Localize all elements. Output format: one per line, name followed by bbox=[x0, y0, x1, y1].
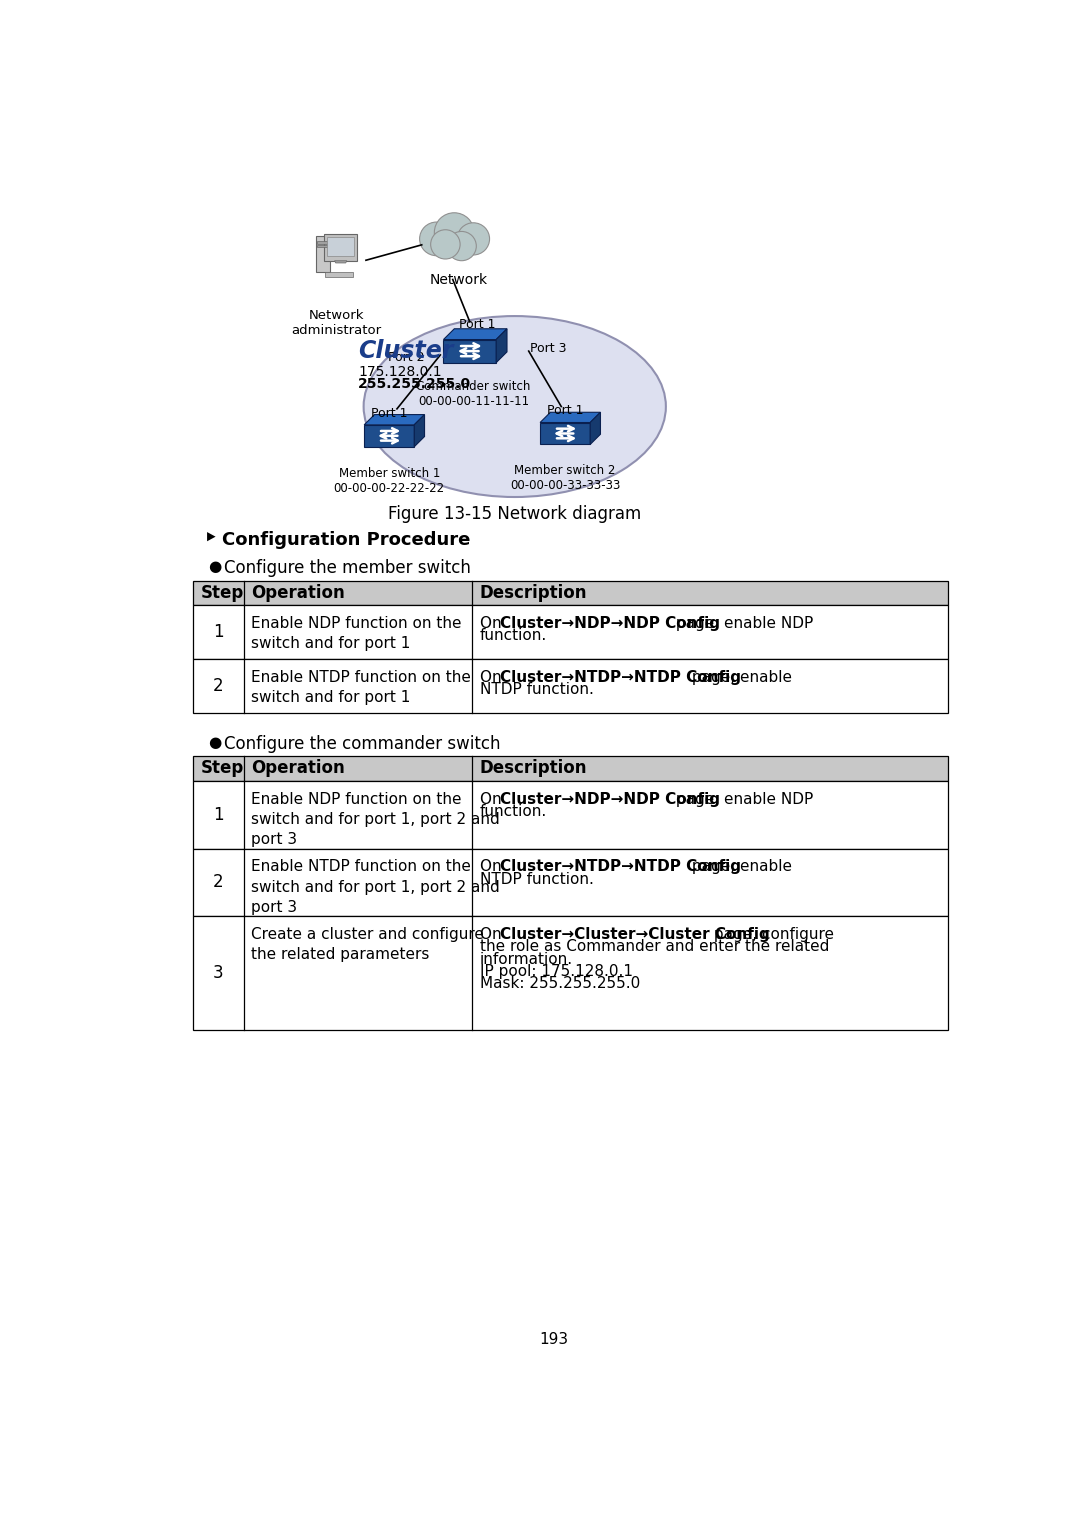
FancyBboxPatch shape bbox=[193, 916, 948, 1031]
Text: Configure the member switch: Configure the member switch bbox=[225, 559, 471, 577]
FancyBboxPatch shape bbox=[324, 235, 357, 261]
Polygon shape bbox=[335, 261, 347, 263]
FancyBboxPatch shape bbox=[193, 605, 948, 660]
Text: On: On bbox=[480, 670, 507, 686]
Circle shape bbox=[431, 229, 460, 260]
Text: 2: 2 bbox=[213, 676, 224, 695]
Text: Cluster→NTDP→NTDP Config: Cluster→NTDP→NTDP Config bbox=[500, 860, 741, 875]
Polygon shape bbox=[496, 328, 507, 362]
FancyBboxPatch shape bbox=[316, 244, 328, 247]
FancyBboxPatch shape bbox=[193, 580, 948, 605]
Text: IP pool: 175.128.0.1: IP pool: 175.128.0.1 bbox=[480, 964, 633, 979]
Text: Enable NTDP function on the
switch and for port 1, port 2 and
port 3: Enable NTDP function on the switch and f… bbox=[252, 860, 500, 915]
Text: Description: Description bbox=[480, 759, 588, 777]
Text: Create a cluster and configure
the related parameters: Create a cluster and configure the relat… bbox=[252, 927, 484, 962]
FancyBboxPatch shape bbox=[193, 849, 948, 916]
Text: On: On bbox=[480, 615, 507, 631]
Text: Commander switch
00-00-00-11-11-11: Commander switch 00-00-00-11-11-11 bbox=[417, 380, 531, 408]
Text: Network
administrator: Network administrator bbox=[292, 308, 381, 337]
Text: 193: 193 bbox=[539, 1332, 568, 1347]
Polygon shape bbox=[540, 423, 590, 444]
Text: Operation: Operation bbox=[252, 583, 345, 602]
Text: 1: 1 bbox=[213, 806, 224, 823]
Ellipse shape bbox=[364, 316, 666, 496]
Text: NTDP function.: NTDP function. bbox=[480, 683, 594, 698]
Text: On: On bbox=[480, 791, 507, 806]
Polygon shape bbox=[540, 412, 600, 423]
Polygon shape bbox=[415, 415, 424, 447]
Circle shape bbox=[447, 232, 476, 261]
Text: 175.128.0.1: 175.128.0.1 bbox=[359, 365, 442, 379]
Polygon shape bbox=[444, 328, 507, 339]
FancyBboxPatch shape bbox=[315, 237, 329, 272]
Text: information.: information. bbox=[480, 951, 573, 967]
FancyBboxPatch shape bbox=[193, 660, 948, 713]
Text: Cluster→NTDP→NTDP Config: Cluster→NTDP→NTDP Config bbox=[500, 670, 741, 686]
Text: ●: ● bbox=[208, 734, 221, 750]
Text: Enable NDP function on the
switch and for port 1: Enable NDP function on the switch and fo… bbox=[252, 615, 462, 652]
Text: Step: Step bbox=[201, 583, 244, 602]
Text: Mask: 255.255.255.0: Mask: 255.255.255.0 bbox=[480, 976, 640, 991]
Text: Configure the commander switch: Configure the commander switch bbox=[225, 734, 501, 753]
Text: page, configure: page, configure bbox=[710, 927, 835, 942]
Text: NTDP function.: NTDP function. bbox=[480, 872, 594, 887]
Circle shape bbox=[420, 221, 454, 255]
FancyBboxPatch shape bbox=[193, 756, 948, 780]
Text: Step: Step bbox=[201, 759, 244, 777]
Text: page, enable NDP: page, enable NDP bbox=[671, 791, 813, 806]
Text: Cluster→NDP→NDP Config: Cluster→NDP→NDP Config bbox=[500, 791, 720, 806]
Polygon shape bbox=[590, 412, 600, 444]
Text: Cluster: Cluster bbox=[359, 339, 454, 363]
FancyBboxPatch shape bbox=[325, 272, 353, 278]
Text: 2: 2 bbox=[213, 873, 224, 892]
Text: 255.255.255.0: 255.255.255.0 bbox=[359, 377, 471, 391]
FancyBboxPatch shape bbox=[316, 241, 328, 244]
Text: function.: function. bbox=[480, 628, 548, 643]
Text: Configuration Procedure: Configuration Procedure bbox=[221, 531, 470, 550]
Text: On: On bbox=[480, 927, 507, 942]
Text: Network: Network bbox=[430, 273, 488, 287]
Text: ●: ● bbox=[208, 559, 221, 574]
Polygon shape bbox=[364, 415, 424, 425]
Text: Member switch 2
00-00-00-33-33-33: Member switch 2 00-00-00-33-33-33 bbox=[510, 464, 620, 492]
Text: Description: Description bbox=[480, 583, 588, 602]
Text: On: On bbox=[480, 860, 507, 875]
Text: function.: function. bbox=[480, 803, 548, 818]
Circle shape bbox=[457, 223, 489, 255]
Text: 1: 1 bbox=[213, 623, 224, 641]
Text: 3: 3 bbox=[213, 964, 224, 982]
Text: Cluster→Cluster→Cluster Config: Cluster→Cluster→Cluster Config bbox=[500, 927, 770, 942]
Text: page, enable: page, enable bbox=[687, 670, 793, 686]
Text: Cluster→NDP→NDP Config: Cluster→NDP→NDP Config bbox=[500, 615, 720, 631]
Text: Figure 13-15 Network diagram: Figure 13-15 Network diagram bbox=[388, 505, 642, 524]
Polygon shape bbox=[364, 425, 415, 447]
Text: Member switch 1
00-00-00-22-22-22: Member switch 1 00-00-00-22-22-22 bbox=[334, 467, 445, 495]
Text: Enable NDP function on the
switch and for port 1, port 2 and
port 3: Enable NDP function on the switch and fo… bbox=[252, 791, 500, 847]
Polygon shape bbox=[444, 339, 496, 362]
Text: Port 1: Port 1 bbox=[546, 405, 583, 417]
Text: the role as Commander and enter the related: the role as Commander and enter the rela… bbox=[480, 939, 829, 954]
Text: Operation: Operation bbox=[252, 759, 345, 777]
Circle shape bbox=[434, 212, 474, 252]
Text: Port 1: Port 1 bbox=[370, 406, 407, 420]
Text: Enable NTDP function on the
switch and for port 1: Enable NTDP function on the switch and f… bbox=[252, 670, 471, 705]
Text: Port 3: Port 3 bbox=[530, 342, 567, 356]
FancyBboxPatch shape bbox=[327, 237, 354, 257]
Polygon shape bbox=[207, 531, 216, 541]
FancyBboxPatch shape bbox=[193, 780, 948, 849]
Text: Port 2: Port 2 bbox=[389, 351, 424, 363]
Text: Port 1: Port 1 bbox=[459, 318, 496, 331]
Text: page, enable NDP: page, enable NDP bbox=[671, 615, 813, 631]
Text: page, enable: page, enable bbox=[687, 860, 793, 875]
